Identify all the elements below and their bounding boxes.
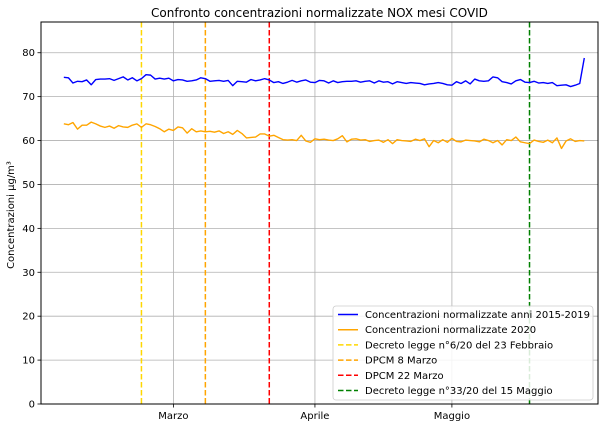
series-line-0 <box>63 57 585 88</box>
y-axis-label: Concentrazioni µg/m³ <box>6 161 17 269</box>
y-tick-label: 30 <box>22 268 35 279</box>
series-line-1 <box>63 121 585 150</box>
legend-label-0: Concentrazioni normalizzate anni 2015-20… <box>365 310 590 321</box>
y-tick-label: 0 <box>29 400 35 411</box>
legend: Concentrazioni normalizzate anni 2015-20… <box>332 305 594 401</box>
ticks: 0 10 20 30 40 50 60 70 80 Marzo Aprile Maggio <box>22 48 470 422</box>
y-tick-label: 40 <box>22 224 35 235</box>
legend-label-4: DPCM 22 Marzo <box>365 371 444 382</box>
y-tick-label: 10 <box>22 356 35 367</box>
x-tick-label: Marzo <box>158 411 188 422</box>
plot-frame <box>40 21 599 405</box>
x-tick-label: Aprile <box>300 411 329 422</box>
series-lines <box>63 57 585 150</box>
legend-label-1: Concentrazioni normalizzate 2020 <box>365 325 536 336</box>
grid <box>41 22 598 405</box>
x-tick-label: Maggio <box>434 411 470 422</box>
y-tick-label: 50 <box>22 180 35 191</box>
legend-label-3: DPCM 8 Marzo <box>365 356 437 367</box>
chart-title: Confronto concentrazioni normalizzate NO… <box>151 6 488 20</box>
y-tick-label: 20 <box>22 312 35 323</box>
legend-box <box>332 305 594 401</box>
y-tick-label: 70 <box>22 92 35 103</box>
legend-label-2: Decreto legge n°6/20 del 23 Febbraio <box>365 340 553 351</box>
y-tick-label: 60 <box>22 136 35 147</box>
y-tick-label: 80 <box>22 48 35 59</box>
legend-label-5: Decreto legge n°33/20 del 15 Maggio <box>365 386 553 397</box>
